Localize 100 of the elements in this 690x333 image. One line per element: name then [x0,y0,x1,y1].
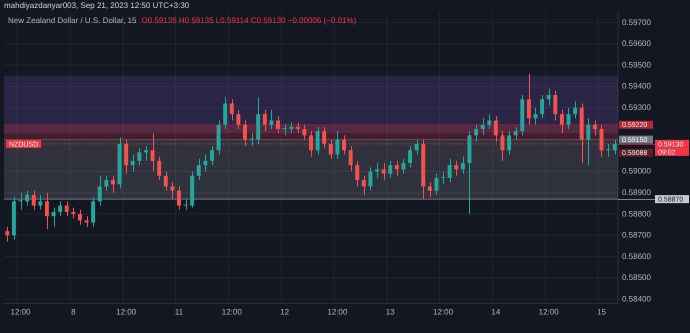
candlestick [546,88,551,106]
candlestick [262,109,267,132]
candlestick [236,109,240,130]
text: mahdiyazdanyar003, Sep 21, 2023 12:50 UTC+3:30 [4,1,190,10]
candlestick [78,209,82,226]
candlestick [494,116,498,142]
candlestick [375,162,379,178]
candlestick [592,120,597,136]
candlestick [500,130,504,162]
candlestick [150,132,155,172]
candlestick [382,162,386,181]
y-tick-label: 0.59600 [622,39,652,48]
candlestick [348,146,353,172]
candlestick [18,192,22,210]
y-tick-label: 0.59700 [622,18,652,27]
candlestick [230,98,234,121]
x-tick-label: 11 [174,307,184,316]
candlestick [414,139,419,156]
x-tick-label: 12:00 [222,307,242,316]
candlestick [124,139,128,174]
candlestick [322,126,326,149]
candlestick [434,173,438,196]
candlestick [454,160,458,176]
candlestick [368,166,372,192]
candlestick [203,154,208,172]
candlestick [144,146,148,162]
x-tick-label: 14 [491,307,501,316]
y-tick-label: 0.58800 [622,209,652,218]
candlestick [25,190,30,206]
candlestick [328,139,333,160]
candlestick [533,107,538,126]
candlestick [335,130,340,160]
candlestick [184,198,188,210]
y-tick-label: 0.58900 [622,188,652,197]
x-tick-label: 12:00 [116,307,137,316]
candlestick [302,124,306,140]
candlestick [157,156,162,181]
candlestick [408,146,412,168]
text: O0.59135 H0.59135 L0.59114 C0.59130 −0.00006 (−0.01%) [142,16,356,25]
candlestick [196,158,201,181]
y-tick-label: 0.58700 [622,230,652,240]
candlestick [606,143,610,158]
candlestick [474,124,478,142]
candlestick [84,216,89,228]
candlestick [600,124,604,158]
candlestick [5,226,10,242]
candlestick [586,118,590,166]
candlestick [296,122,300,134]
y-tick-label: 0.58400 [622,294,652,304]
candlestick [276,116,280,134]
y-tick-label: 0.58500 [622,273,652,282]
candlestick [282,124,287,136]
x-tick-label: 12:00 [327,307,348,316]
candlestick [91,196,96,228]
candlestick [137,148,142,166]
candlestick [388,160,392,178]
x-tick-label: 12 [280,307,290,316]
candlestick [342,134,346,156]
y-tick-label: 0.58600 [622,252,652,261]
x-tick-label: 12:00 [433,307,454,316]
candlestick [170,182,174,200]
candlestick [223,96,228,130]
candlestick [38,194,42,210]
candlestick [243,120,247,146]
candlestick [32,190,36,210]
x-tick-label: 12:00 [538,307,560,316]
candlestick [540,94,544,119]
candlestick [362,175,366,196]
candlestick [441,171,446,185]
x-tick-label: 12:00 [10,307,32,316]
candlestick [210,146,214,166]
y-tick-label: 0.59300 [622,102,652,112]
x-tick-label: 8 [71,307,76,316]
candlestick [480,118,485,136]
candlestick [573,100,578,119]
candlestick [514,126,518,140]
text: New Zealand Dollar / U.S. Dollar, 15 [8,16,136,25]
candlestick [448,158,452,183]
candlestick [560,109,564,134]
candlestick [553,90,558,121]
candlestick [394,160,399,176]
candlestick [58,200,62,217]
candlestick [316,126,320,156]
y-tick-label: 0.59500 [622,60,652,70]
x-tick-label: 13 [386,307,396,316]
candlestick [612,139,617,156]
candlestick [401,158,406,174]
candlestick [110,175,115,194]
x-tick-label: 15 [597,307,606,316]
candlestick [460,156,465,174]
candlestick [269,109,274,130]
candlestick [309,130,313,158]
y-tick-label: 0.59400 [622,82,652,91]
candlestick [64,200,69,217]
candlestick [526,73,531,126]
candlestick [507,130,512,156]
candlestick [52,207,56,228]
y-tick-label: 0.59000 [622,166,652,176]
candlestick [44,192,49,230]
candlestick [104,175,108,192]
